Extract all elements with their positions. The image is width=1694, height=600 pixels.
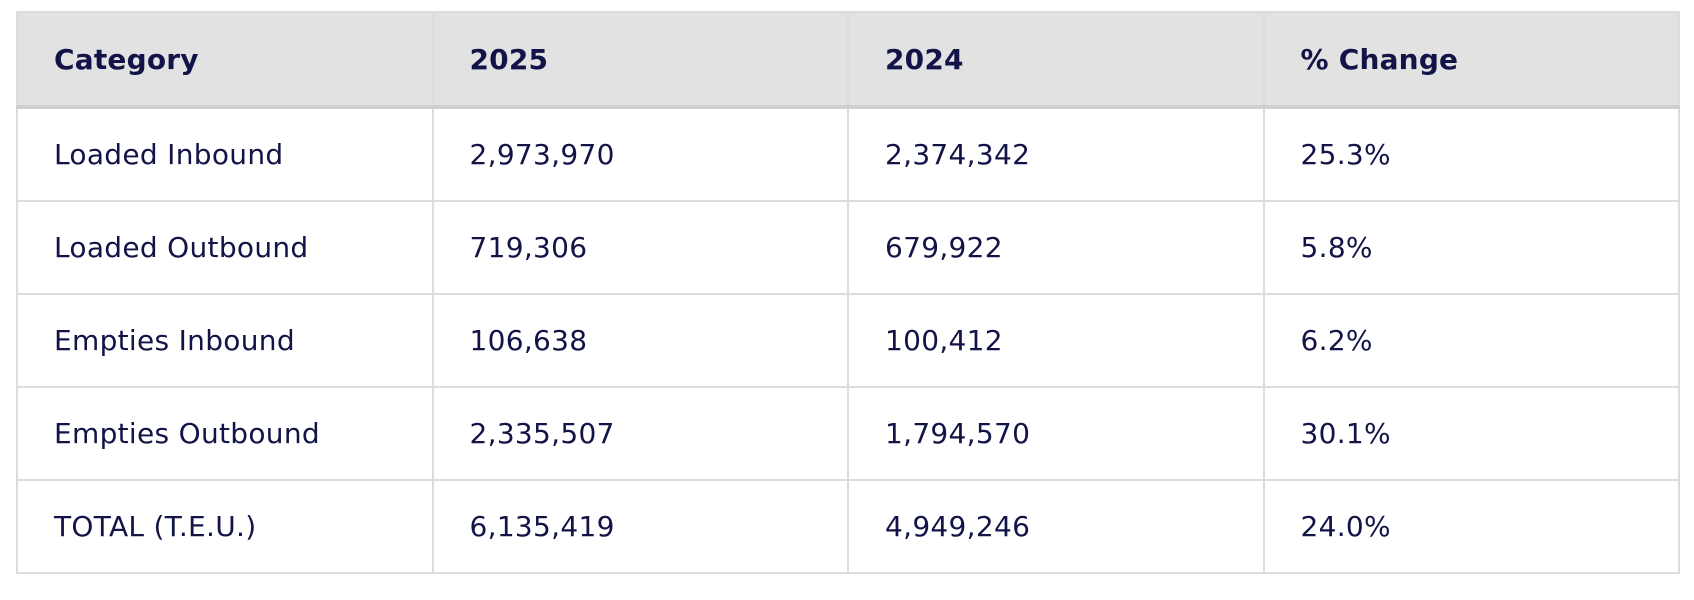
cell-percent-change: 30.1%: [1262, 386, 1680, 481]
cell-2025: 2,335,507: [431, 386, 849, 481]
header-category: Category: [16, 11, 434, 109]
cell-2024: 4,949,246: [847, 479, 1265, 574]
table-row: Empties Inbound 106,638 100,412 6.2%: [16, 293, 1680, 388]
cell-category: Empties Inbound: [16, 293, 434, 388]
cell-2024: 679,922: [847, 200, 1265, 295]
cell-percent-change: 5.8%: [1262, 200, 1680, 295]
teu-comparison-table: Category 2025 2024 % Change Loaded Inbou…: [16, 11, 1680, 574]
cell-2024: 100,412: [847, 293, 1265, 388]
cell-category: Loaded Inbound: [16, 106, 434, 202]
cell-percent-change: 24.0%: [1262, 479, 1680, 574]
table-row: Loaded Outbound 719,306 679,922 5.8%: [16, 200, 1680, 295]
cell-2024: 1,794,570: [847, 386, 1265, 481]
table-header-row: Category 2025 2024 % Change: [16, 11, 1680, 109]
cell-category: TOTAL (T.E.U.): [16, 479, 434, 574]
cell-category: Empties Outbound: [16, 386, 434, 481]
cell-2025: 2,973,970: [431, 106, 849, 202]
cell-percent-change: 6.2%: [1262, 293, 1680, 388]
teu-table-container: Category 2025 2024 % Change Loaded Inbou…: [16, 11, 1680, 574]
header-2024: 2024: [847, 11, 1265, 109]
header-percent-change: % Change: [1262, 11, 1680, 109]
cell-category: Loaded Outbound: [16, 200, 434, 295]
cell-2024: 2,374,342: [847, 106, 1265, 202]
cell-percent-change: 25.3%: [1262, 106, 1680, 202]
table-row: Loaded Inbound 2,973,970 2,374,342 25.3%: [16, 106, 1680, 202]
table-row-total: TOTAL (T.E.U.) 6,135,419 4,949,246 24.0%: [16, 479, 1680, 574]
table-row: Empties Outbound 2,335,507 1,794,570 30.…: [16, 386, 1680, 481]
cell-2025: 719,306: [431, 200, 849, 295]
header-2025: 2025: [431, 11, 849, 109]
cell-2025: 106,638: [431, 293, 849, 388]
cell-2025: 6,135,419: [431, 479, 849, 574]
